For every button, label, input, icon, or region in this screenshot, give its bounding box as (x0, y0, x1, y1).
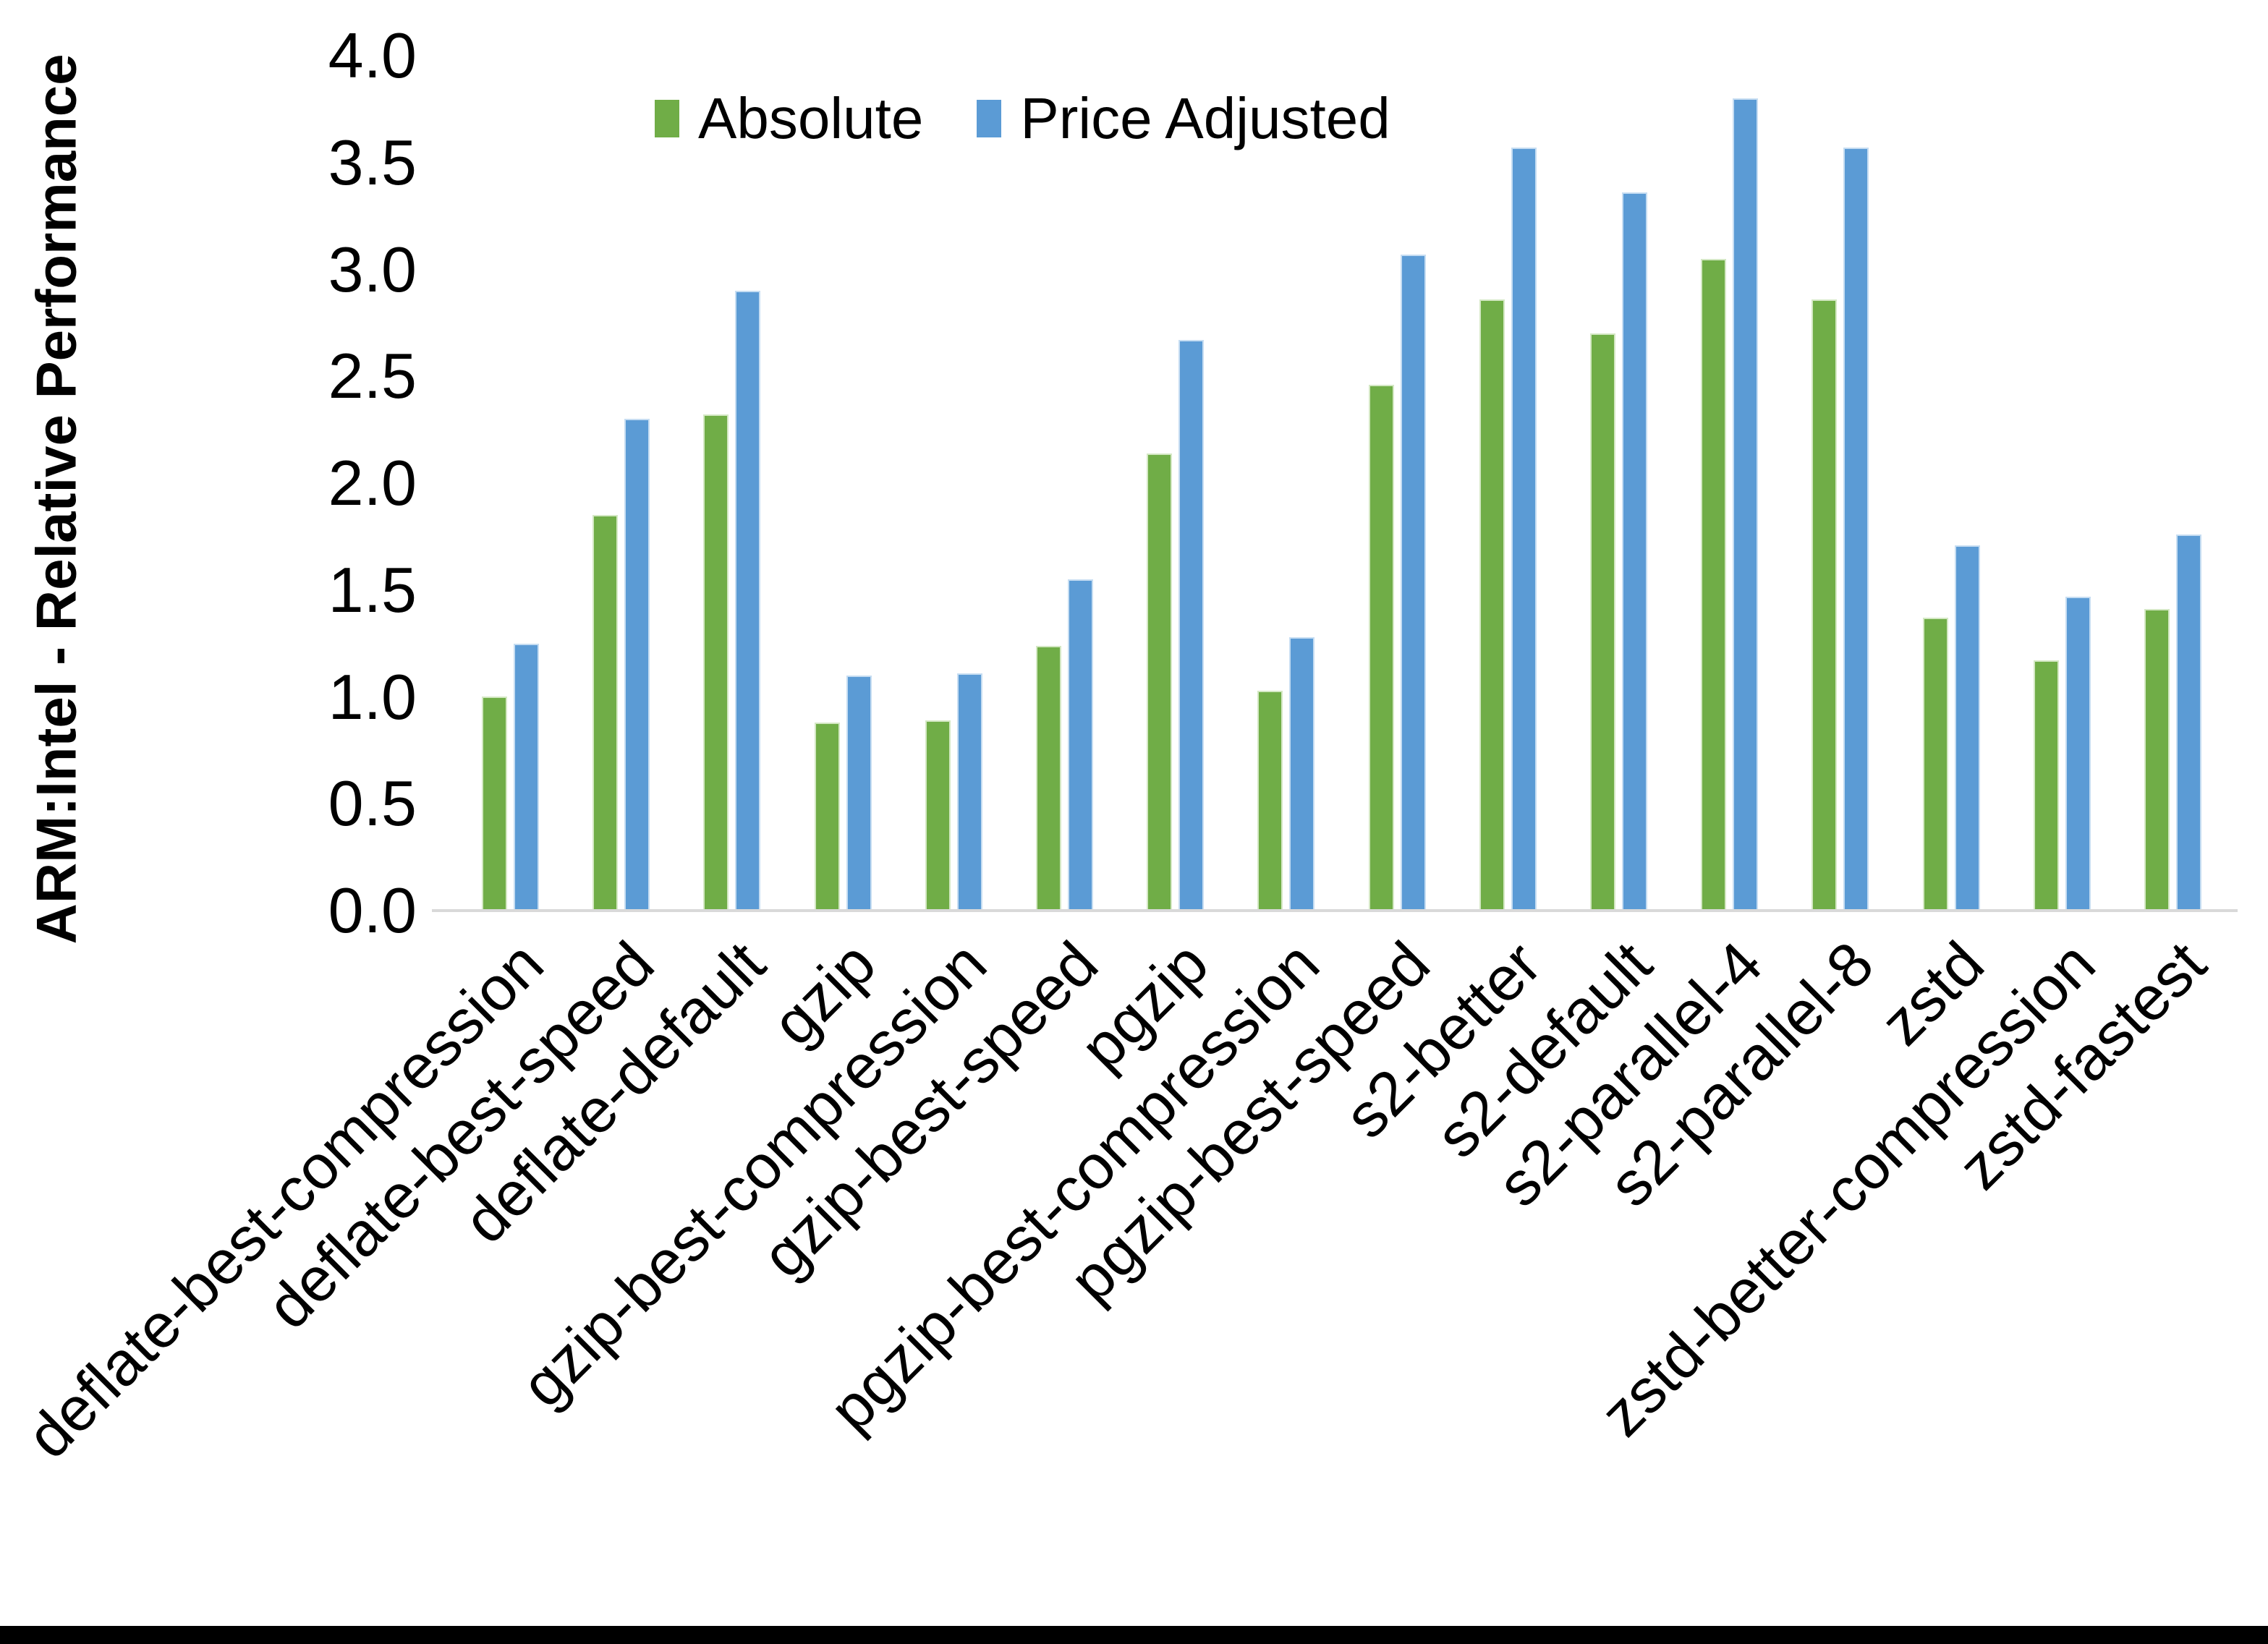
y-tick-label-2.5: 2.5 (328, 340, 417, 412)
legend-swatch-price-adjusted (977, 100, 1002, 137)
bar-absolute-deflate-best-compression (482, 697, 507, 911)
y-tick-label-4.0: 4.0 (328, 20, 417, 91)
y-tick-label-1.5: 1.5 (328, 553, 417, 626)
bar-price-adjusted-s2-default (1622, 192, 1647, 911)
bar-price-adjusted-zstd (1954, 545, 1980, 911)
y-tick-label-0.5: 0.5 (328, 767, 417, 840)
bar-absolute-pgzip-best-speed (1368, 385, 1394, 911)
bar-absolute-pgzip (1147, 453, 1173, 911)
y-tick-label-0.0: 0.0 (328, 874, 417, 946)
bar-price-adjusted-pgzip-best-compression (1289, 637, 1315, 911)
x-axis-line (432, 909, 2238, 912)
bar-absolute-deflate-default (703, 414, 729, 911)
bar-price-adjusted-zstd-fastest (2176, 534, 2201, 911)
bar-price-adjusted-gzip-best-speed (1068, 579, 1093, 911)
bar-absolute-zstd-better-compression (2033, 660, 2059, 911)
bar-price-adjusted-s2-parallel-4 (1733, 98, 1759, 911)
legend-swatch-absolute (655, 100, 679, 137)
bottom-border (0, 1626, 2268, 1644)
bar-absolute-gzip-best-compression (925, 720, 951, 911)
bar-absolute-gzip (814, 723, 840, 911)
bar-price-adjusted-deflate-best-compression (514, 644, 539, 911)
legend-label-absolute: Absolute (698, 86, 924, 150)
bar-absolute-pgzip-best-compression (1257, 691, 1283, 911)
bar-price-adjusted-zstd-better-compression (2065, 597, 2091, 911)
bar-price-adjusted-gzip-best-compression (956, 673, 982, 911)
y-tick-label-3.0: 3.0 (328, 233, 417, 305)
bar-price-adjusted-deflate-best-speed (624, 419, 650, 911)
bar-absolute-s2-default (1590, 333, 1615, 911)
bar-absolute-gzip-best-speed (1036, 646, 1061, 911)
bar-absolute-zstd (1922, 618, 1948, 911)
bar-price-adjusted-deflate-default (735, 291, 761, 911)
y-tick-label-3.5: 3.5 (328, 126, 417, 198)
y-axis-title: ARM:Intel - Relative Performance (24, 54, 88, 945)
y-tick-label-2.0: 2.0 (328, 447, 417, 519)
bar-price-adjusted-gzip (846, 676, 872, 911)
bar-absolute-zstd-fastest (2144, 609, 2170, 911)
bar-price-adjusted-pgzip-best-speed (1400, 255, 1426, 911)
bar-absolute-s2-parallel-4 (1701, 259, 1727, 911)
legend-label-price-adjusted: Price Adjusted (1020, 86, 1390, 150)
bar-absolute-deflate-best-speed (593, 515, 619, 911)
bar-absolute-s2-better (1479, 299, 1505, 911)
bar-price-adjusted-s2-better (1511, 148, 1537, 911)
legend: Absolute Price Adjusted (655, 85, 1390, 152)
bar-price-adjusted-pgzip (1178, 340, 1205, 911)
bar-price-adjusted-s2-parallel-8 (1843, 148, 1869, 911)
y-tick-label-1.0: 1.0 (328, 660, 417, 733)
bar-absolute-s2-parallel-8 (1812, 299, 1838, 911)
